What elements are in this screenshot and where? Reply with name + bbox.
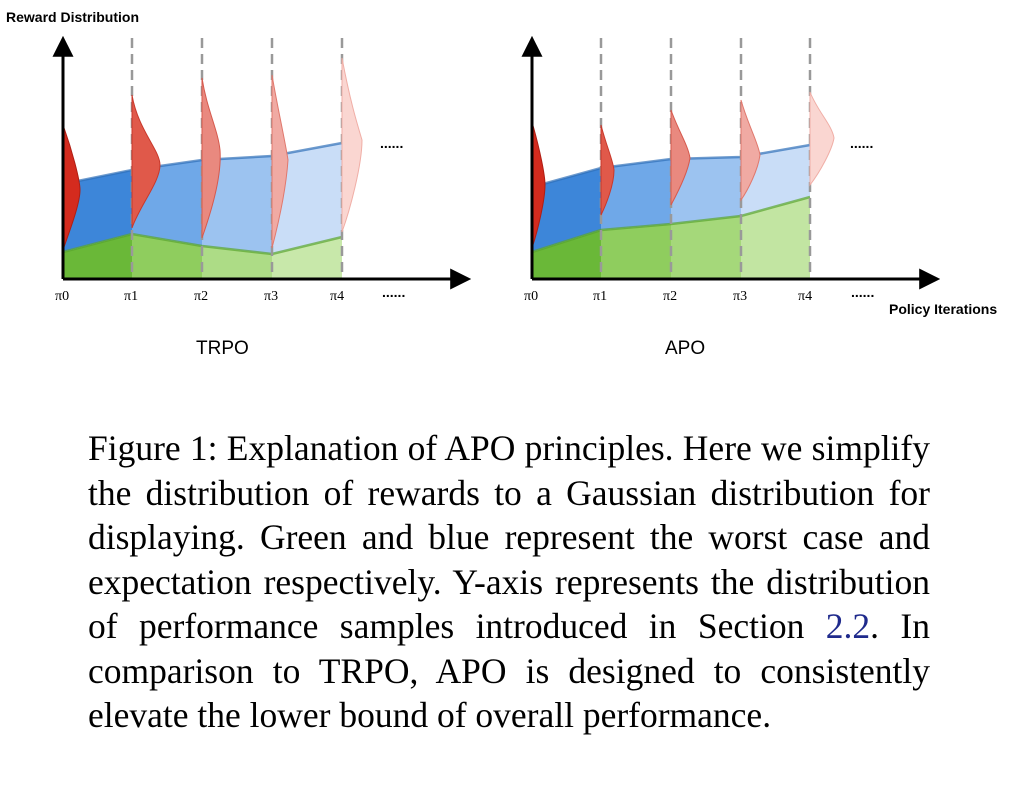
- trpo-panel: π0 π1 π2 π3 π4 ...... ...... TRPO: [52, 35, 472, 359]
- y-axis-label: Reward Distribution: [6, 9, 139, 25]
- trpo-tick-pi3: π3: [264, 289, 278, 304]
- trpo-tick-pi4: π4: [330, 289, 344, 304]
- apo-panel: π0 π1 π2 π3 π4 ...... ...... APO: [521, 35, 941, 359]
- caption-text: Figure 1: Explanation of APO principles.…: [88, 428, 930, 646]
- apo-tick-pi1: π1: [593, 289, 607, 304]
- trpo-reward-distributions: [62, 57, 363, 251]
- figure-caption: Figure 1: Explanation of APO principles.…: [88, 426, 930, 738]
- apo-tick-pi3: π3: [733, 289, 747, 304]
- apo-tick-ellipsis: ......: [851, 284, 874, 300]
- apo-vs-trpo-diagram: π0 π1 π2 π3 π4 ...... ...... TRPO: [6, 9, 997, 359]
- apo-tick-pi0: π0: [524, 289, 538, 304]
- section-reference-link[interactable]: 2.2: [825, 606, 871, 646]
- x-axis-label: Policy Iterations: [889, 301, 997, 317]
- apo-worst-case-area: [531, 195, 811, 279]
- apo-top-ellipsis: ......: [850, 135, 873, 151]
- trpo-tick-pi1: π1: [124, 289, 138, 304]
- trpo-worst-case-area: [62, 232, 343, 279]
- apo-panel-label: APO: [665, 338, 705, 359]
- trpo-tick-pi2: π2: [194, 289, 208, 304]
- trpo-tick-ellipsis: ......: [382, 284, 405, 300]
- apo-tick-pi4: π4: [798, 289, 812, 304]
- trpo-top-ellipsis: ......: [380, 135, 403, 151]
- apo-reward-distributions: [531, 91, 835, 249]
- trpo-tick-pi0: π0: [55, 289, 69, 304]
- trpo-panel-label: TRPO: [196, 338, 249, 359]
- caption-text-end: . In comparison to TRPO, APO is designed…: [88, 606, 930, 735]
- apo-tick-pi2: π2: [663, 289, 677, 304]
